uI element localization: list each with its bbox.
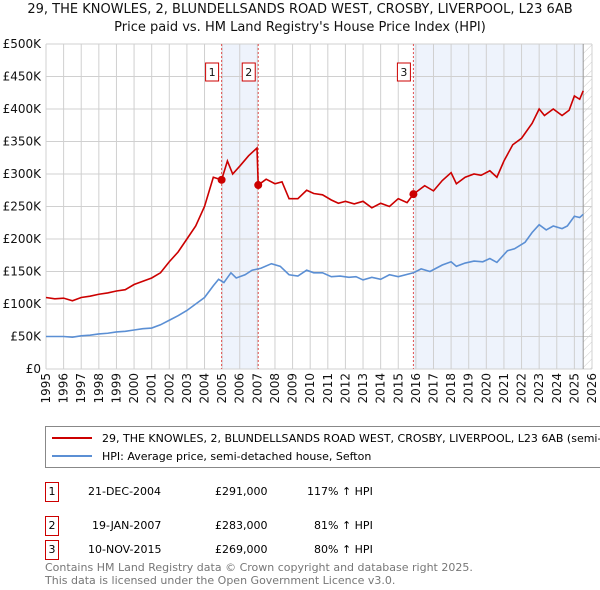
x-tick-label: 2001 [145, 373, 159, 404]
y-tick-label: £400K [3, 102, 43, 116]
legend-blue-line [52, 455, 92, 457]
y-tick-label: £250K [3, 200, 43, 214]
sale-date: 21-DEC-2004 [88, 485, 162, 498]
footer: Contains HM Land Registry data © Crown c… [45, 561, 473, 587]
x-tick-label: 1996 [57, 373, 71, 404]
x-tick-label: 2009 [286, 373, 300, 404]
y-tick-label: £450K [3, 70, 43, 84]
chart-subtitle: Price paid vs. HM Land Registry's House … [114, 20, 486, 35]
y-tick-label: £100K [3, 297, 43, 311]
x-tick-label: 2005 [215, 373, 229, 404]
x-tick-label: 2012 [338, 373, 352, 404]
x-tick-label: 2007 [250, 373, 264, 404]
legend: 29, THE KNOWLES, 2, BLUNDELLSANDS ROAD W… [45, 426, 600, 468]
sale-hpi: 80% ↑ HPI [314, 543, 373, 556]
sale-flag-box [241, 62, 256, 82]
legend-label: HPI: Average price, semi-detached house,… [102, 449, 372, 463]
sale-hpi: 117% ↑ HPI [307, 485, 373, 498]
x-tick-label: 2019 [462, 373, 476, 404]
x-tick-label: 1999 [109, 373, 123, 404]
y-tick-label: £0 [26, 362, 41, 376]
x-tick-label: 2020 [479, 373, 493, 404]
x-tick-label: 2002 [162, 373, 176, 404]
sale-hpi: 81% ↑ HPI [314, 519, 373, 532]
x-tick-label: 2006 [233, 373, 247, 404]
sale-marker-label: 1 [45, 482, 59, 502]
sale-price: £291,000 [215, 485, 268, 498]
sale-price: £283,000 [215, 519, 268, 532]
legend-item-hpi: HPI: Average price, semi-detached house,… [52, 448, 371, 464]
sale-flag-label: 1 [209, 66, 216, 79]
x-tick-label: 2010 [303, 373, 317, 404]
x-tick-label: 2011 [321, 373, 335, 404]
sale-point [217, 175, 226, 184]
footer-licence: This data is licensed under the Open Gov… [45, 574, 396, 587]
y-tick-label: £500K [3, 37, 43, 51]
x-tick-label: 2000 [127, 373, 141, 404]
legend-red-line [52, 437, 92, 439]
legend-label: 29, THE KNOWLES, 2, BLUNDELLSANDS ROAD W… [102, 431, 600, 445]
x-tick-label: 1998 [92, 373, 106, 404]
y-tick-label: £50K [10, 330, 42, 344]
chart-title: 29, THE KNOWLES, 2, BLUNDELLSANDS ROAD W… [27, 2, 573, 17]
legend-item-property: 29, THE KNOWLES, 2, BLUNDELLSANDS ROAD W… [52, 430, 600, 446]
x-tick-label: 2026 [585, 373, 599, 404]
x-tick-label: 1997 [74, 373, 88, 404]
series-line [45, 90, 584, 302]
x-tick-label: 2004 [198, 373, 212, 404]
sale-flag-box [205, 62, 220, 82]
x-tick-label: 2021 [497, 373, 511, 404]
sale-marker-label: 3 [45, 540, 59, 560]
sale-flag-label: 2 [245, 66, 252, 79]
sale-point [254, 181, 263, 190]
x-tick-label: 2013 [356, 373, 370, 404]
sale-price: £269,000 [215, 543, 268, 556]
x-tick-label: 2015 [391, 373, 405, 404]
x-tick-label: 2014 [374, 373, 388, 404]
x-tick-label: 1995 [39, 373, 53, 404]
x-tick-label: 2017 [426, 373, 440, 404]
x-tick-label: 2022 [515, 373, 529, 404]
sale-flag-box [396, 62, 411, 82]
footer-copyright: Contains HM Land Registry data © Crown c… [45, 561, 473, 574]
x-tick-label: 2016 [409, 373, 423, 404]
y-tick-label: £300K [3, 167, 43, 181]
x-tick-label: 2003 [180, 373, 194, 404]
price-chart: £0 £50K £100K £150K £200K £250K £300K £350K £400… [3, 37, 599, 404]
sale-date: 19-JAN-2007 [92, 519, 162, 532]
y-tick-label: £150K [3, 265, 43, 279]
sale-marker-label: 2 [45, 516, 59, 536]
x-tick-label: 2024 [550, 373, 564, 404]
sale-flag-label: 3 [400, 66, 407, 79]
x-tick-label: 2008 [268, 373, 282, 404]
series-line [46, 213, 584, 338]
x-tick-label: 2025 [567, 373, 581, 404]
y-tick-label: £350K [3, 135, 43, 149]
x-tick-label: 2023 [532, 373, 546, 404]
x-tick-label: 2018 [444, 373, 458, 404]
sale-date: 10-NOV-2015 [88, 543, 162, 556]
y-tick-label: £200K [3, 232, 43, 246]
sale-point [409, 190, 418, 199]
